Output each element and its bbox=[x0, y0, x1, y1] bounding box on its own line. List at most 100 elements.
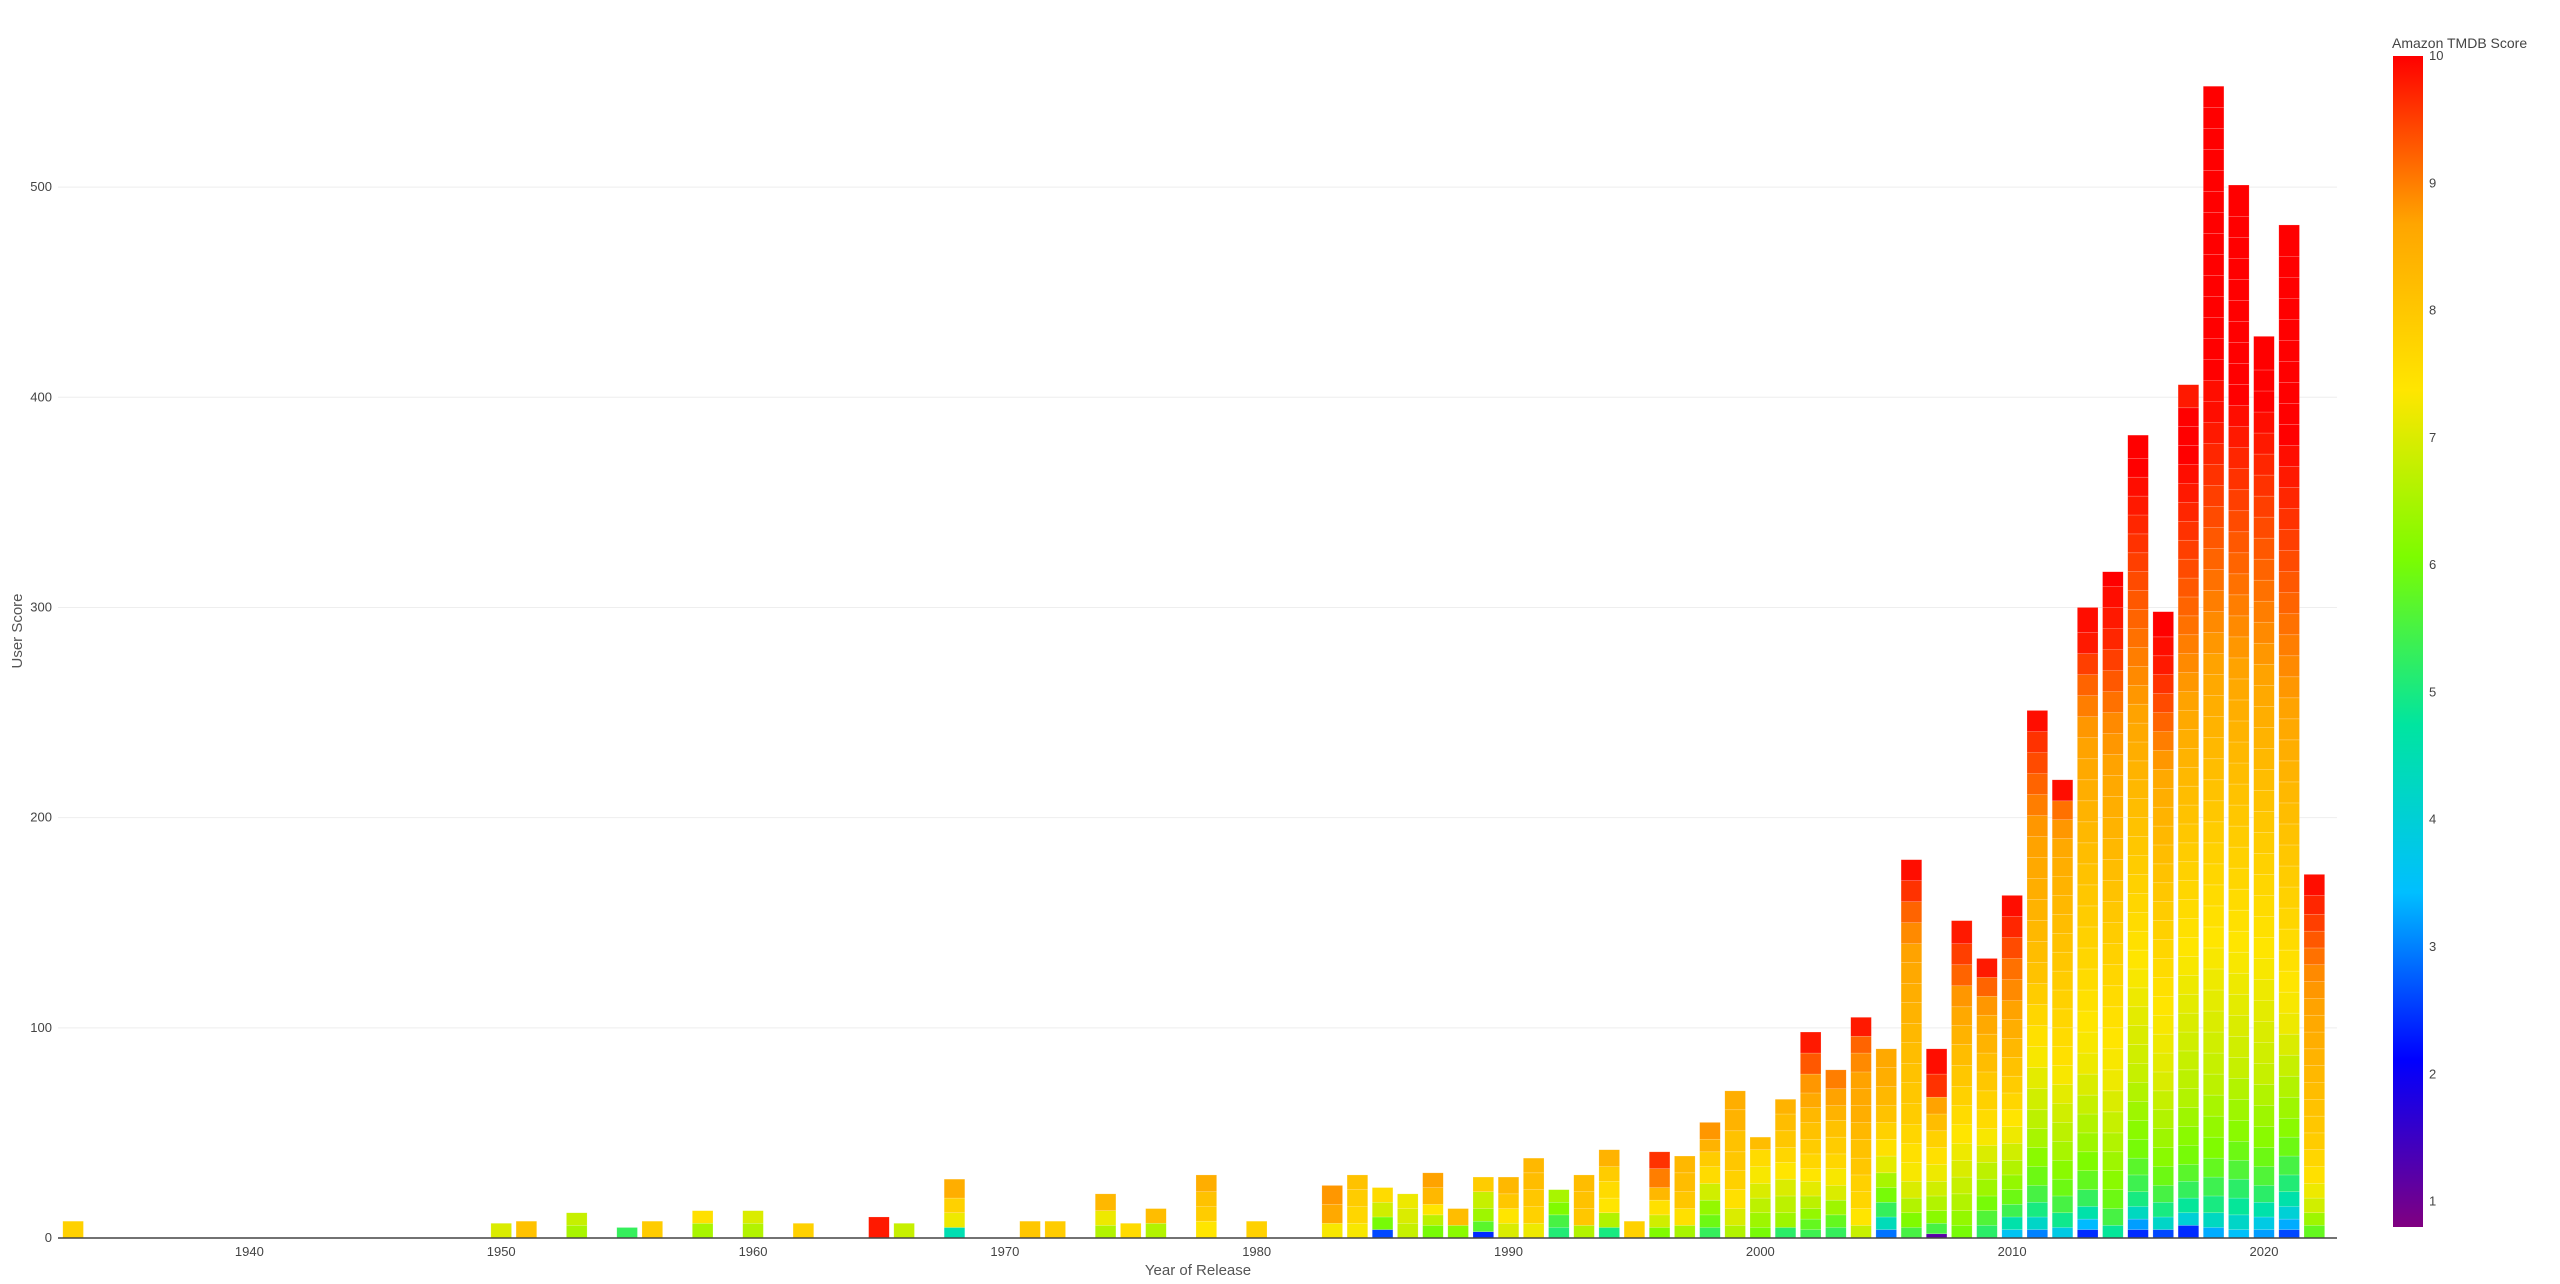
bar-stack-1991 bbox=[1523, 1157, 1545, 1239]
bar-stack-1950 bbox=[490, 1223, 512, 1239]
x-tick-label: 1950 bbox=[487, 1244, 516, 1259]
colorbar-tick-label: 9 bbox=[2429, 175, 2436, 190]
bar-stack-2019 bbox=[2228, 184, 2250, 1239]
bar-segment bbox=[2253, 937, 2275, 959]
bar-segment bbox=[1951, 964, 1973, 987]
bar-segment bbox=[1900, 1212, 1922, 1228]
bar-segment bbox=[2051, 895, 2074, 915]
bar-segment bbox=[2026, 773, 2048, 795]
bar-segment bbox=[2177, 918, 2199, 938]
bar-segment bbox=[2303, 1082, 2325, 1100]
bar-segment bbox=[2177, 1164, 2199, 1182]
bar-segment bbox=[2203, 275, 2225, 297]
bar-segment bbox=[2203, 1115, 2225, 1138]
bar-stack-1956 bbox=[641, 1220, 663, 1239]
bar-segment bbox=[1875, 1229, 1897, 1239]
bar-segment bbox=[2001, 1019, 2023, 1039]
bar-segment bbox=[1875, 1155, 1897, 1174]
bar-segment bbox=[2203, 821, 2225, 844]
bar-segment bbox=[1900, 943, 1922, 963]
bar-segment bbox=[2152, 1216, 2174, 1230]
bar-segment bbox=[2203, 233, 2225, 255]
bar-segment bbox=[2127, 911, 2149, 932]
bar-segment bbox=[2152, 1090, 2174, 1111]
bar-segment bbox=[2228, 363, 2250, 385]
bar-segment bbox=[2051, 779, 2074, 802]
bar-segment bbox=[1976, 1178, 1998, 1197]
bar-segment bbox=[2278, 277, 2300, 299]
bar-segment bbox=[2127, 434, 2149, 459]
bar-segment bbox=[2253, 1105, 2275, 1127]
bar-segment bbox=[2051, 1178, 2074, 1197]
bar-segment bbox=[2026, 1088, 2048, 1111]
bar-segment bbox=[1875, 1067, 1897, 1087]
bar-segment bbox=[2278, 991, 2300, 1014]
bar-segment bbox=[2051, 932, 2074, 953]
bar-segment bbox=[1422, 1172, 1444, 1188]
bar-segment bbox=[2228, 1120, 2250, 1142]
bar-segment bbox=[2203, 1227, 2225, 1239]
bar-stack-2005 bbox=[1875, 1048, 1897, 1239]
bar-segment bbox=[2077, 1218, 2099, 1230]
bar-segment bbox=[2278, 1033, 2300, 1056]
bar-segment bbox=[2127, 628, 2149, 648]
bar-segment bbox=[2026, 1202, 2048, 1218]
colorbar-ticks: 1 2 3 4 5 6 7 8 9 10 bbox=[2429, 48, 2443, 1209]
bar-segment bbox=[2127, 647, 2149, 667]
bar-segment bbox=[2077, 674, 2099, 696]
bar-stack-1971 bbox=[1019, 1220, 1041, 1239]
bar-segment bbox=[2026, 920, 2048, 942]
bar-segment bbox=[1900, 1002, 1922, 1024]
bar-segment bbox=[2228, 1197, 2250, 1216]
bar-segment bbox=[2203, 842, 2225, 865]
bar-segment bbox=[2228, 510, 2250, 533]
bar-segment bbox=[2228, 930, 2250, 953]
bar-segment bbox=[2026, 1128, 2048, 1148]
bar-segment bbox=[1724, 1109, 1746, 1132]
bar-segment bbox=[2253, 769, 2275, 791]
bar-segment bbox=[1976, 1014, 1998, 1035]
bar-segment bbox=[2228, 1014, 2250, 1037]
bar-segment bbox=[2253, 706, 2275, 728]
bar-segment bbox=[1774, 1147, 1797, 1163]
y-tick-label: 200 bbox=[30, 810, 52, 825]
bar-segment bbox=[2001, 1000, 2023, 1020]
bar-segment bbox=[2077, 1073, 2099, 1096]
bar-segment bbox=[2278, 697, 2300, 720]
bar-stack-1987 bbox=[1422, 1172, 1444, 1239]
bar-stack-2000 bbox=[1749, 1136, 1771, 1239]
bar-segment bbox=[2278, 655, 2300, 678]
bar-segment bbox=[2203, 296, 2225, 318]
bar-segment bbox=[1019, 1220, 1041, 1239]
bar-segment bbox=[1749, 1136, 1771, 1150]
y-tick-label: 300 bbox=[30, 599, 52, 614]
bar-segment bbox=[2228, 741, 2250, 764]
bar-segment bbox=[1649, 1151, 1671, 1169]
bar-segment bbox=[2026, 1229, 2048, 1239]
bar-stack-1993 bbox=[1573, 1174, 1595, 1239]
bar-segment bbox=[2278, 487, 2300, 509]
bar-segment bbox=[2228, 279, 2250, 301]
bar-segment bbox=[2177, 1088, 2199, 1108]
bar-segment bbox=[1674, 1225, 1696, 1239]
bar-segment bbox=[566, 1225, 588, 1239]
bar-segment bbox=[2152, 901, 2174, 921]
bar-segment bbox=[2253, 832, 2275, 854]
bar-segment bbox=[2228, 720, 2250, 743]
bar-segment bbox=[1900, 962, 1922, 984]
bar-segment bbox=[1875, 1202, 1897, 1218]
bar-segment bbox=[2253, 537, 2275, 560]
bar-segment bbox=[1976, 996, 1998, 1016]
bar-segment bbox=[2203, 128, 2225, 150]
colorbar-title: Amazon TMDB Score bbox=[2392, 35, 2527, 51]
bar-segment bbox=[2228, 1159, 2250, 1180]
bar-stack-2001 bbox=[1774, 1099, 1797, 1239]
bar-segment bbox=[1674, 1208, 1696, 1226]
bar-segment bbox=[2253, 579, 2275, 602]
bar-segment bbox=[2152, 939, 2174, 959]
bar-segment bbox=[2203, 989, 2225, 1012]
bar-segment bbox=[1699, 1199, 1721, 1216]
bar-segment bbox=[1976, 1162, 1998, 1180]
bar-segment bbox=[2077, 884, 2099, 907]
bar-segment bbox=[2077, 1113, 2099, 1134]
